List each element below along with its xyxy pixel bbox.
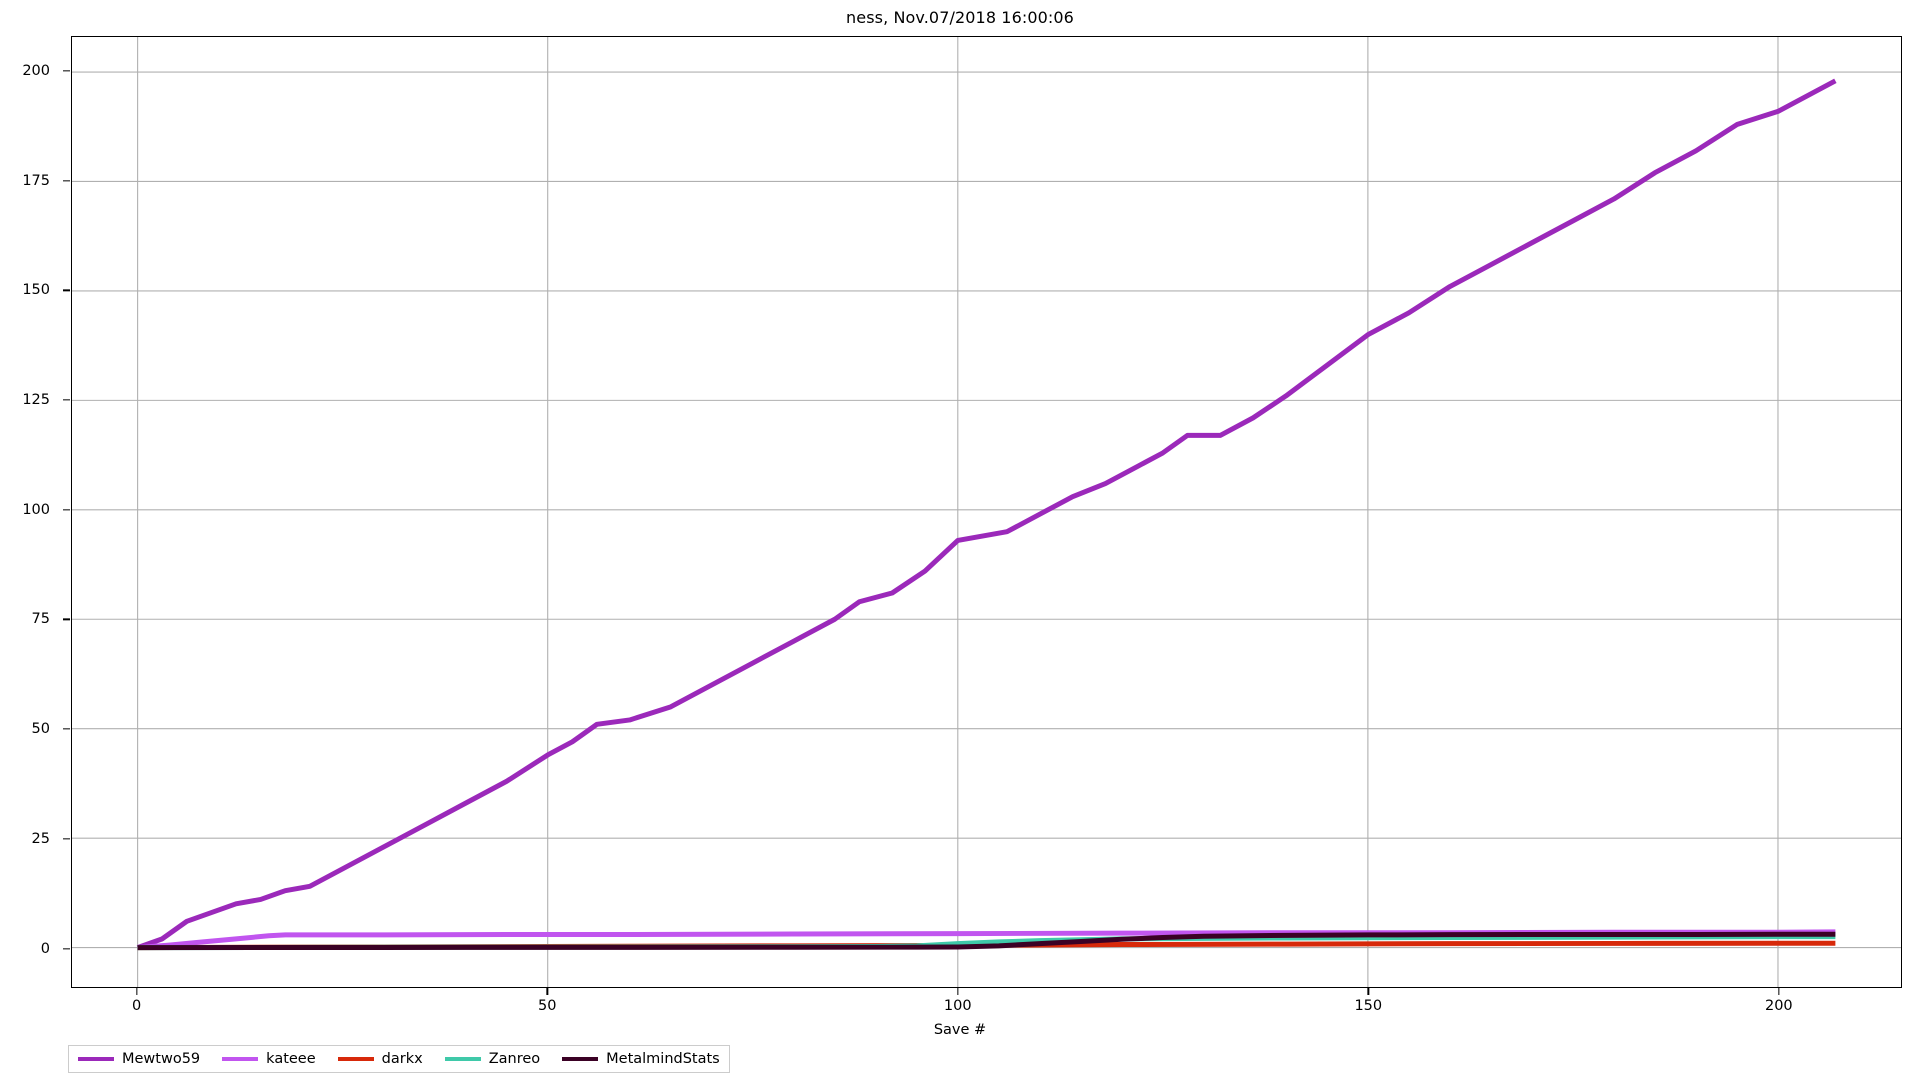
chart-legend[interactable]: Mewtwo59 kateee darkx Zanreo MetalmindStats xyxy=(68,1045,730,1073)
y-axis-tick-labels: 0 25 50 75 100 125 150 175 200 xyxy=(0,0,70,1080)
y-tick-label: 50 xyxy=(31,721,50,738)
x-axis-label: Save # xyxy=(933,1022,987,1038)
y-tick-mark xyxy=(63,618,70,621)
legend-item-label: Zanreo xyxy=(488,1051,541,1067)
grid-lines xyxy=(72,37,1901,987)
legend-item[interactable]: Zanreo xyxy=(444,1051,541,1067)
legend-item[interactable]: darkx xyxy=(337,1051,423,1067)
legend-color-swatch xyxy=(562,1057,599,1061)
y-tick-mark xyxy=(63,399,70,401)
legend-item-label: kateee xyxy=(266,1051,316,1067)
y-tick-label: 150 xyxy=(22,282,50,299)
y-tick-label: 0 xyxy=(40,940,50,957)
y-tick-label: 200 xyxy=(22,63,50,80)
legend-color-swatch xyxy=(444,1057,481,1061)
y-tick-mark xyxy=(63,509,70,511)
y-tick-label: 25 xyxy=(31,830,50,847)
y-tick-mark xyxy=(63,728,70,730)
x-tick-label: 150 xyxy=(1354,998,1383,1014)
legend-item-label: darkx xyxy=(381,1051,423,1067)
y-tick-mark xyxy=(63,289,70,292)
x-tick-mark xyxy=(1367,988,1369,995)
x-tick-label: 0 xyxy=(132,998,142,1014)
legend-item-label: MetalmindStats xyxy=(606,1051,720,1067)
x-tick-mark xyxy=(1778,988,1780,995)
series-MetalmindStats xyxy=(137,931,1836,951)
x-tick-mark xyxy=(546,988,548,995)
series-Mewtwo59 xyxy=(136,78,1837,950)
legend-color-swatch xyxy=(222,1057,259,1061)
y-tick-mark xyxy=(63,70,70,72)
y-tick-mark xyxy=(63,947,70,950)
x-tick-label: 50 xyxy=(537,998,557,1014)
y-tick-mark xyxy=(63,838,70,840)
y-tick-label: 100 xyxy=(22,501,50,518)
y-tick-mark xyxy=(63,180,70,182)
plot-area xyxy=(71,36,1902,988)
legend-item[interactable]: Mewtwo59 xyxy=(78,1051,200,1067)
legend-item[interactable]: kateee xyxy=(222,1051,316,1067)
data-series-lines xyxy=(136,78,1837,951)
legend-item[interactable]: MetalmindStats xyxy=(562,1051,720,1067)
legend-color-swatch xyxy=(337,1057,374,1061)
legend-color-swatch xyxy=(78,1057,114,1061)
y-tick-label: 125 xyxy=(22,392,50,409)
y-tick-label: 175 xyxy=(22,172,50,189)
x-tick-label: 200 xyxy=(1764,998,1793,1014)
x-tick-mark xyxy=(957,988,959,995)
y-axis-label: Total Saves xyxy=(0,430,2,512)
chart-title: ness, Nov.07/2018 16:00:06 xyxy=(846,8,1074,27)
legend-item-label: Mewtwo59 xyxy=(122,1051,201,1067)
x-tick-mark xyxy=(136,988,138,995)
y-tick-label: 75 xyxy=(31,611,50,628)
x-tick-label: 100 xyxy=(943,998,972,1014)
